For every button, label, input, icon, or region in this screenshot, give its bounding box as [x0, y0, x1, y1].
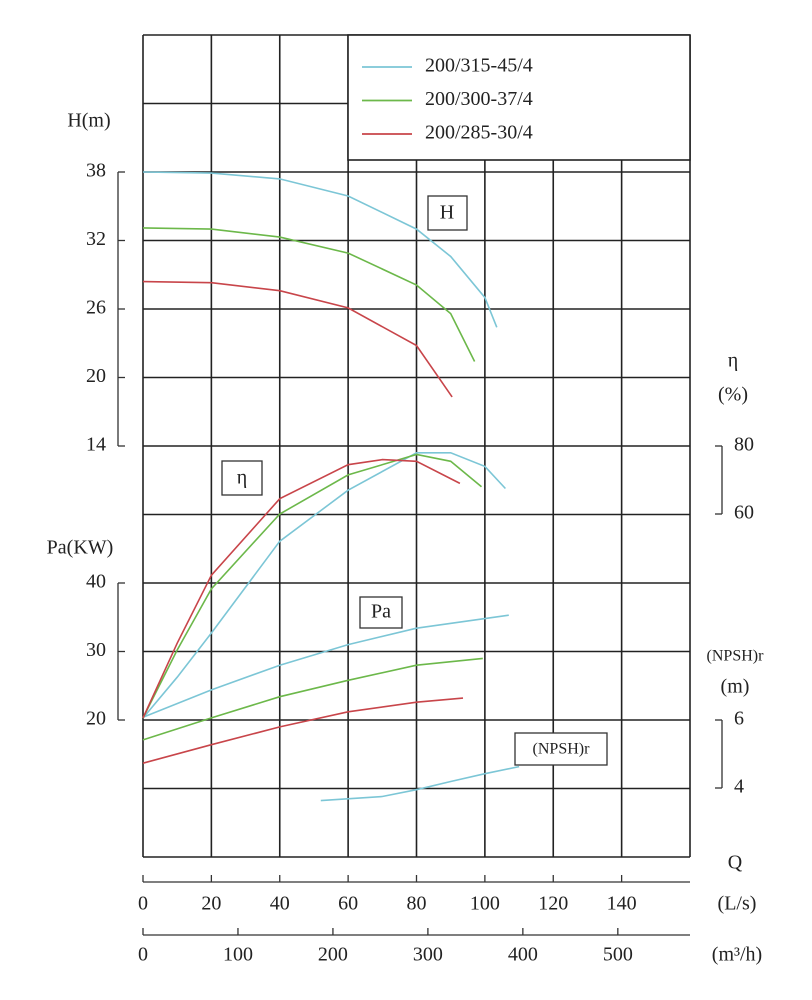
- y-tick-label: 26: [86, 297, 106, 319]
- x-tick-label: 120: [538, 893, 568, 915]
- axis-title: Pa(KW): [47, 537, 114, 559]
- annotation: Pa: [371, 601, 391, 623]
- x-tick-label: 0: [138, 893, 148, 915]
- x-tick-label: 100: [470, 893, 500, 915]
- annotation-box: [427, 195, 468, 231]
- curves: [142, 171, 520, 802]
- x2-tick-label: 100: [223, 944, 253, 966]
- x-tick-label: 40: [270, 893, 290, 915]
- y-tick-label: 38: [86, 160, 106, 182]
- curve: [142, 697, 464, 764]
- legend-label: 200/285-30/4: [425, 122, 533, 144]
- curve: [142, 452, 506, 719]
- y-tick-label: 14: [86, 434, 106, 456]
- annotation-box: [359, 596, 403, 629]
- x-tick-label: 20: [201, 893, 221, 915]
- x2-tick-label: 500: [603, 944, 633, 966]
- x-tick-label: 80: [407, 893, 427, 915]
- curve: [142, 614, 509, 719]
- y-tick-label: 60: [734, 502, 754, 524]
- axis-title: (NPSH)r: [707, 648, 765, 665]
- axis-title: H(m): [67, 110, 110, 132]
- annotation: H: [440, 202, 454, 224]
- x-tick-label: 140: [607, 893, 637, 915]
- annotation-box: [514, 732, 608, 766]
- curve: [142, 458, 461, 719]
- annotation-box: [221, 460, 263, 496]
- annotation: η: [237, 467, 247, 489]
- y-tick-label: 20: [86, 708, 106, 730]
- curve: [142, 657, 483, 741]
- axis-unit: (m): [721, 676, 750, 698]
- x-tick-label: 60: [338, 893, 358, 915]
- y-tick-label: 32: [86, 228, 106, 250]
- y-tick-label: 30: [86, 639, 106, 661]
- curve: [320, 765, 520, 802]
- annotation: (NPSH)r: [533, 741, 591, 758]
- axis-unit: (%): [718, 384, 748, 406]
- x2-tick-label: 400: [508, 944, 538, 966]
- x2-axis-unit: (m³/h): [712, 944, 762, 966]
- curve: [142, 453, 483, 719]
- curve: [142, 171, 498, 328]
- y-tick-label: 40: [86, 571, 106, 593]
- y-tick-label: 20: [86, 365, 106, 387]
- grid: [142, 34, 691, 858]
- legend-label: 200/300-37/4: [425, 88, 533, 110]
- legend-box: [347, 34, 691, 161]
- curve: [142, 280, 453, 398]
- y-tick-label: 6: [734, 708, 744, 730]
- x2-tick-label: 200: [318, 944, 348, 966]
- x-axis-unit: (L/s): [718, 893, 757, 915]
- legend: 200/315-45/4 200/300-37/4 200/285-30/4: [362, 55, 533, 144]
- curve: [142, 227, 476, 362]
- y-tick-label: 4: [734, 776, 744, 798]
- y-tick-label: 80: [734, 434, 754, 456]
- legend-label: 200/315-45/4: [425, 55, 533, 77]
- annotations: H η Pa (NPSH)r: [221, 195, 608, 766]
- x-axis-title: Q: [728, 852, 743, 874]
- x2-tick-label: 0: [138, 944, 148, 966]
- x2-tick-label: 300: [413, 944, 443, 966]
- axis-title: η: [728, 350, 738, 372]
